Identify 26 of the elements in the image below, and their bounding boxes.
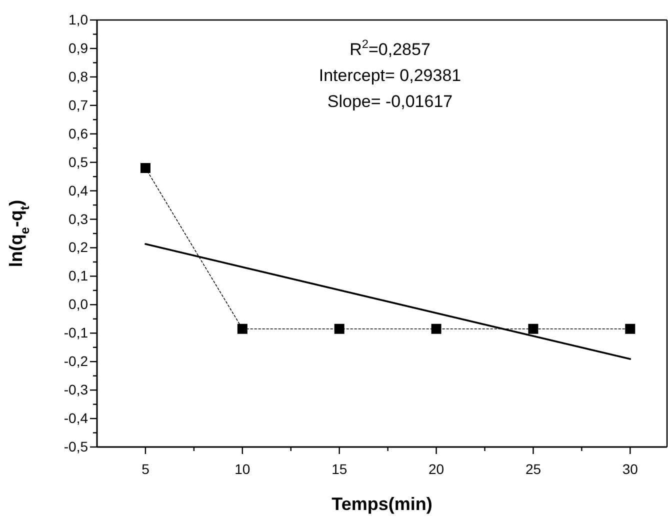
y-tick-label: 0,7	[68, 96, 88, 113]
y-tick-label: 0,8	[68, 68, 88, 84]
y-tick-label: -0,5	[64, 438, 88, 454]
y-tick-label: 0,4	[68, 182, 88, 198]
x-tick-label: 10	[234, 461, 250, 478]
y-tick-label: -0,3	[64, 382, 88, 398]
y-tick-label: 0,0	[68, 296, 88, 312]
annotation: R$^{2}$=0,2857	[350, 37, 430, 59]
x-tick-label: 20	[428, 461, 444, 478]
annotation: Slope= -0,01617	[327, 92, 453, 111]
y-tick-label: 0,2	[68, 239, 88, 256]
y-tick-label: 0,9	[68, 40, 88, 56]
x-tick-label: 30	[622, 461, 638, 478]
y-tick-label: -0,2	[64, 353, 88, 370]
y-tick-label: 0,6	[68, 125, 88, 142]
x-tick-label: 15	[332, 461, 348, 478]
y-tick-label: 1,0	[68, 11, 88, 28]
y-tick-label: -0,1	[64, 324, 88, 341]
x-tick-label: 5	[142, 461, 150, 478]
y-tick-label: 0,1	[68, 268, 88, 284]
x-tick-label: 25	[525, 461, 542, 478]
y-tick-label: 0,5	[68, 154, 88, 170]
y-tick-label: -0,4	[64, 410, 88, 426]
annotation: Intercept= 0,29381	[318, 66, 462, 85]
y-tick-label: 0,3	[68, 210, 88, 227]
x-axis-title: Temps(min)	[332, 494, 432, 514]
